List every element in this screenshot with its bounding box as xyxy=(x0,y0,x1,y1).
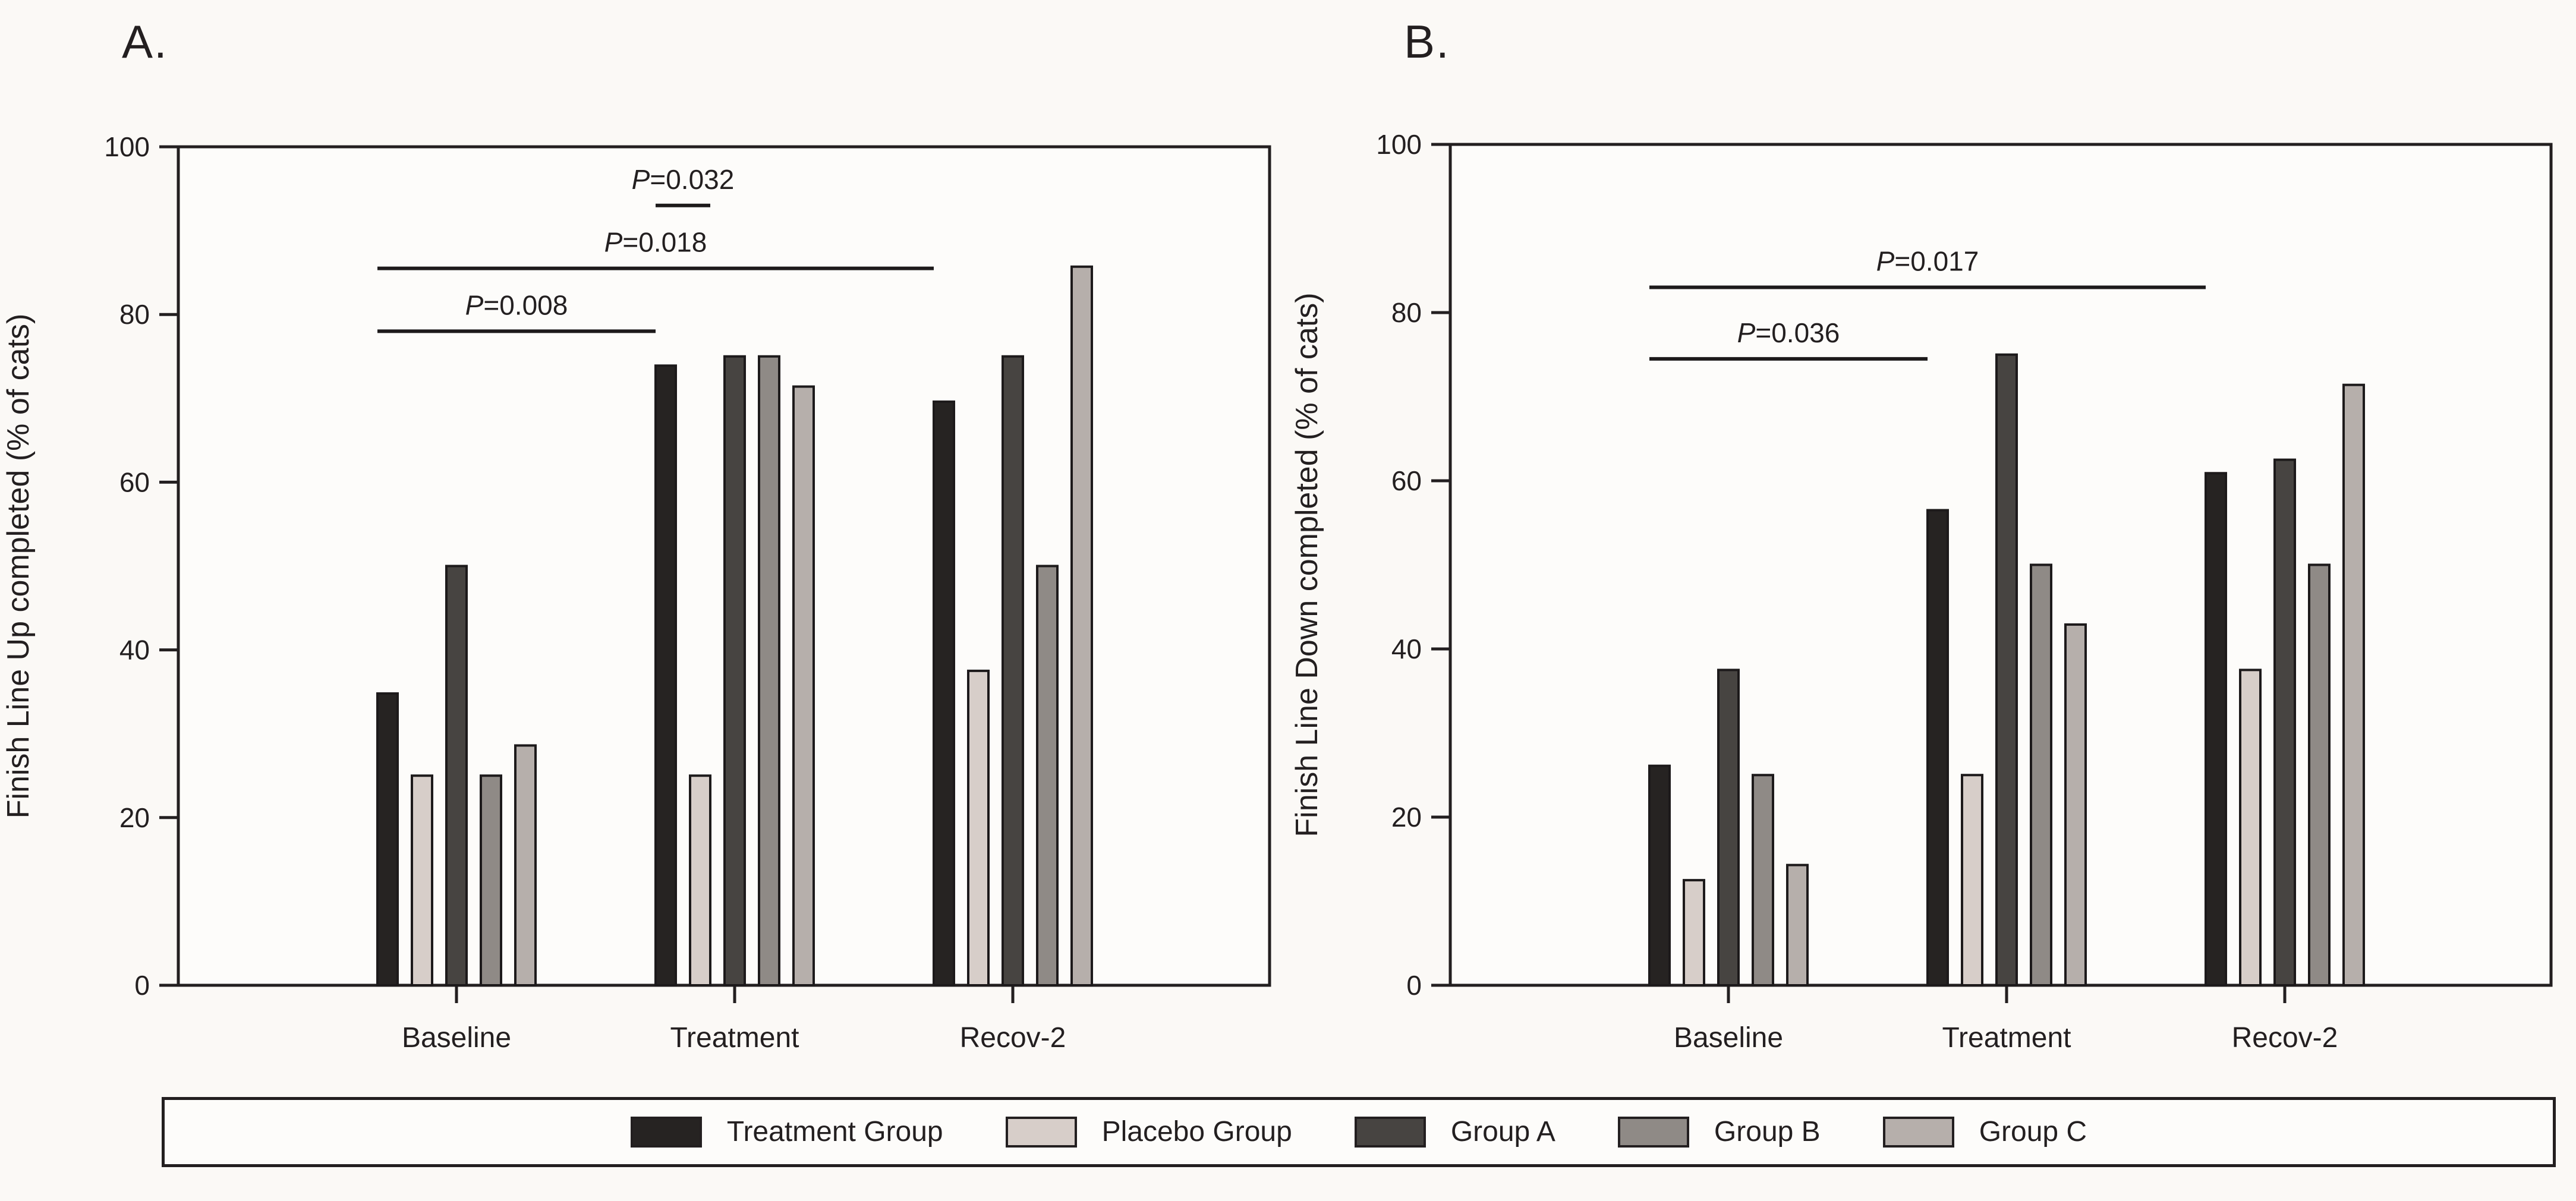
bar-treatment-group-recov-2 xyxy=(2205,472,2227,986)
legend-item-group-a: Group A xyxy=(1354,1116,1555,1148)
p-value-label: P=0.032 xyxy=(632,164,735,195)
p-value-label: P=0.018 xyxy=(604,227,707,258)
x-category-label: Recov-2 xyxy=(2232,1022,2338,1054)
bar-group-a-treatment xyxy=(1995,353,2018,986)
bar-group-b-recov-2 xyxy=(1036,565,1059,986)
bar-placebo-group-baseline xyxy=(1683,879,1705,986)
legend-label-treatment-group: Treatment Group xyxy=(726,1116,943,1148)
bar-treatment-group-treatment xyxy=(1926,509,1949,986)
y-tick-label: 20 xyxy=(119,802,150,833)
bar-group-c-recov-2 xyxy=(1070,265,1093,987)
group-c-swatch xyxy=(1882,1117,1954,1148)
x-category-label: Baseline xyxy=(1674,1022,1783,1054)
bar-group-c-recov-2 xyxy=(2342,383,2365,986)
x-category-label: Recov-2 xyxy=(960,1022,1066,1054)
y-tick-label: 40 xyxy=(119,635,150,666)
legend-item-treatment-group: Treatment Group xyxy=(630,1116,943,1148)
bar-treatment-group-recov-2 xyxy=(933,400,955,986)
legend-label-group-a: Group A xyxy=(1450,1116,1555,1148)
bar-group-a-baseline xyxy=(445,565,468,986)
bar-group-c-baseline xyxy=(514,744,537,986)
x-category-label: Treatment xyxy=(1942,1022,2071,1054)
treatment-group-swatch xyxy=(630,1117,702,1148)
legend-item-group-b: Group B xyxy=(1617,1116,1821,1148)
bar-placebo-group-recov-2 xyxy=(2239,669,2262,986)
bar-group-a-baseline xyxy=(1717,669,1740,986)
bar-group-c-treatment xyxy=(2064,623,2087,986)
bar-group-c-treatment xyxy=(792,385,815,986)
y-tick-label: 0 xyxy=(1406,970,1422,1001)
bar-group-b-treatment xyxy=(2030,563,2052,986)
bar-treatment-group-baseline xyxy=(376,692,399,987)
bar-group-a-treatment xyxy=(723,355,746,986)
legend-label-group-b: Group B xyxy=(1714,1116,1821,1148)
legend-label-group-c: Group C xyxy=(1979,1116,2087,1148)
x-category-label: Treatment xyxy=(670,1022,799,1054)
p-value-label: P=0.017 xyxy=(1876,246,1979,277)
bar-group-b-baseline xyxy=(480,774,502,986)
y-tick-label: 60 xyxy=(1391,465,1422,496)
y-tick-label: 100 xyxy=(104,131,150,162)
y-tick-label: 100 xyxy=(1376,129,1422,160)
y-tick-label: 80 xyxy=(1391,297,1422,328)
bar-group-a-recov-2 xyxy=(1002,355,1024,986)
y-tick-label: 40 xyxy=(1391,633,1422,664)
group-a-swatch xyxy=(1354,1117,1426,1148)
y-tick-label: 20 xyxy=(1391,802,1422,833)
bar-group-b-treatment xyxy=(758,355,780,986)
bar-group-a-recov-2 xyxy=(2273,458,2296,986)
y-tick-label: 80 xyxy=(119,299,150,330)
panel-b-label: B. xyxy=(1404,15,1450,68)
y-tick-label: 0 xyxy=(134,970,150,1001)
p-value-label: P=0.036 xyxy=(1737,317,1840,348)
bar-group-c-baseline xyxy=(1786,863,1809,987)
placebo-group-swatch xyxy=(1005,1117,1077,1148)
bar-treatment-group-treatment xyxy=(654,364,677,986)
bar-group-b-baseline xyxy=(1752,774,1774,986)
bar-placebo-group-treatment xyxy=(1961,774,1983,986)
legend-item-placebo-group: Placebo Group xyxy=(1005,1116,1292,1148)
p-value-label: P=0.008 xyxy=(465,289,568,320)
bar-placebo-group-treatment xyxy=(689,774,711,986)
legend-label-placebo-group: Placebo Group xyxy=(1101,1116,1292,1148)
bar-placebo-group-baseline xyxy=(411,774,433,986)
x-category-label: Baseline xyxy=(402,1022,511,1054)
legend-item-group-c: Group C xyxy=(1882,1116,2087,1148)
legend: Treatment Group Placebo Group Group A Gr… xyxy=(162,1097,2556,1167)
bar-group-b-recov-2 xyxy=(2308,563,2331,986)
y-tick-label: 60 xyxy=(119,466,150,497)
panel-a-label: A. xyxy=(122,15,168,68)
bar-treatment-group-baseline xyxy=(1648,764,1671,987)
group-b-swatch xyxy=(1617,1117,1689,1148)
bar-placebo-group-recov-2 xyxy=(967,669,990,986)
